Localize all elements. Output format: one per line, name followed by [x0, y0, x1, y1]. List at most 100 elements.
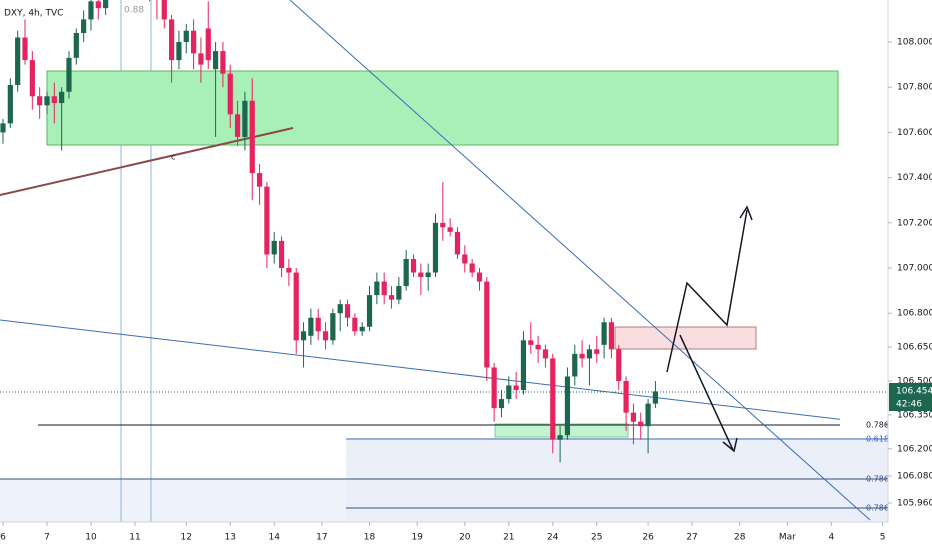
y-tick-label: 107.600: [897, 128, 932, 138]
label-bg: [840, 419, 886, 431]
candle-body: [359, 326, 365, 332]
candle-body: [0, 123, 6, 133]
annotation: 0.88: [124, 6, 144, 16]
candle-body: [190, 30, 197, 54]
fib-label: 0.618: [866, 435, 889, 444]
fib-label: 0.786: [866, 475, 889, 484]
candle-body: [308, 317, 314, 336]
candle-body: [242, 100, 248, 137]
y-tick-label: 107.400: [897, 173, 932, 183]
candle-body: [176, 42, 182, 61]
x-tick-label: 20: [459, 533, 471, 543]
candle-body: [256, 173, 263, 187]
candle-body: [469, 263, 475, 273]
x-tick-label: 21: [503, 533, 514, 543]
candle-body: [271, 240, 277, 255]
chart-title: DXY, 4h, TVC: [4, 9, 63, 19]
candle-body: [403, 258, 409, 287]
candle-body: [37, 96, 43, 106]
candle-body: [616, 349, 622, 381]
x-tick-label: 6: [0, 533, 6, 543]
fib-label: 0.786: [866, 504, 889, 513]
arrow-head: [722, 437, 738, 453]
candle-body: [396, 286, 402, 300]
candle-body: [73, 32, 79, 58]
candle-body: [220, 51, 226, 74]
candle-body: [81, 19, 87, 33]
x-tick-label: 14: [269, 533, 281, 543]
candle-body: [506, 385, 512, 400]
candle-body: [264, 186, 270, 255]
candle-body: [410, 258, 417, 273]
candle-body: [432, 222, 439, 273]
candle-body: [337, 304, 343, 314]
y-tick-label: 107.800: [897, 83, 932, 93]
candle-body: [15, 37, 21, 85]
candle-body: [366, 295, 373, 327]
candle-body: [498, 399, 505, 409]
x-tick-label: 5: [880, 533, 886, 543]
candle-body: [161, 0, 167, 20]
candle-body: [51, 96, 57, 104]
candle-body: [638, 421, 644, 427]
demand-zone: [46, 70, 839, 146]
y-tick-label: 107.200: [897, 218, 932, 228]
supply-zone: [614, 326, 757, 350]
candle-body: [381, 281, 387, 296]
fib-zone: [346, 438, 888, 522]
candle-body: [520, 340, 527, 391]
axes: 108.000 107.800 107.600 107.400 107.200 107.0…: [0, 38, 932, 543]
trend-line: [0, 127, 294, 196]
candle-body: [198, 53, 204, 65]
candle-body: [440, 222, 446, 228]
price-tag: [889, 383, 932, 411]
candle-body: [286, 268, 292, 273]
y-tick-label: 106.200: [897, 444, 932, 454]
candle-body: [88, 1, 94, 20]
candle-body: [103, 0, 109, 9]
fib-zone: [0, 479, 346, 522]
arrow-up: [666, 209, 748, 373]
candle-body: [22, 37, 28, 61]
y-tick-label: 106.500: [897, 376, 932, 386]
x-tick-label: 11: [129, 533, 140, 543]
candle-body: [564, 376, 571, 436]
arrow-head: [739, 205, 753, 221]
candle-body: [234, 114, 241, 137]
candle-body: [29, 60, 35, 97]
x-tick-label: 12: [181, 533, 192, 543]
candle-body: [535, 344, 541, 350]
x-tick-label: 27: [686, 533, 697, 543]
x-tick-label: 26: [642, 533, 654, 543]
candle-body: [44, 96, 50, 106]
candle-body: [418, 272, 424, 278]
price-tag-label: 106.454: [896, 387, 932, 397]
candle-body: [623, 380, 629, 413]
arrows: [666, 205, 753, 453]
candle-body: [572, 353, 578, 377]
x-tick-label: 19: [411, 533, 423, 543]
candles: [0, 0, 659, 463]
y-tick-label: 106.650: [897, 343, 932, 353]
annotation: c: [171, 153, 175, 162]
candle-body: [66, 57, 72, 92]
x-tick-label: 7: [44, 533, 50, 543]
candle-body: [352, 317, 358, 332]
x-tick-label: 24: [547, 533, 559, 543]
drawings: [0, 0, 888, 522]
y-tick-label: 106.800: [897, 309, 932, 319]
candle-body: [7, 84, 13, 124]
candle-body: [594, 349, 600, 354]
candle-body: [322, 331, 329, 341]
candle-body: [447, 227, 453, 232]
candle-body: [484, 281, 490, 368]
candle-body: [462, 254, 468, 264]
x-tick-label: 28: [734, 533, 746, 543]
trend-line: [289, 0, 871, 521]
candle-body: [315, 317, 321, 332]
y-tick-label: 106.350: [897, 410, 932, 420]
candle-body: [183, 30, 189, 43]
candle-body: [95, 1, 101, 9]
candle-body: [300, 331, 307, 341]
